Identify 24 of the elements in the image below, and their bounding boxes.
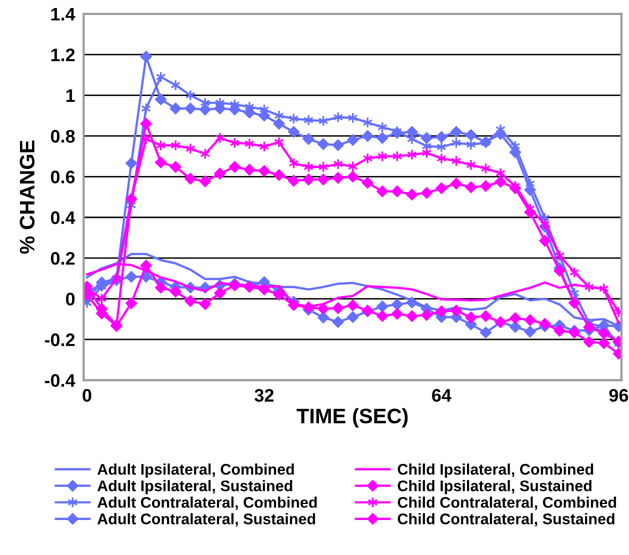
y-tick-label: 0.2 [50,252,75,265]
legend-label: Child Contralateral, Combined [398,496,616,510]
y-tick-label: 0.4 [50,211,76,224]
y-tick-label: 0.6 [50,170,75,184]
legend-label: Child Contralateral, Sustained [398,513,614,527]
x-tick-label: 64 [432,388,452,402]
legend-label: Child Ipsilateral, Combined [398,464,594,478]
x-tick-label: 0 [82,388,92,402]
y-tick-label: 1.4 [51,8,76,20]
y-tick-label: 1.2 [51,48,75,62]
y-axis-title: % CHANGE [20,140,35,254]
x-tick-label: 96 [609,388,628,402]
y-tick-label: 1 [66,89,75,102]
x-tick-label: 32 [254,388,274,402]
y-tick-label: 0 [66,292,75,306]
legend-label: Adult Ipsilateral, Combined [97,464,294,478]
x-axis-title: TIME (SEC) [296,408,408,428]
legend-label: Adult Contralateral, Combined [97,496,317,510]
legend-label: Adult Contralateral, Sustained [97,513,316,527]
y-tick-label: 0.8 [50,130,75,143]
y-tick-label: -0.4 [44,374,76,387]
y-tick-label: -0.2 [44,333,75,346]
legend-label: Adult Ipsilateral, Sustained [97,480,292,494]
legend-label: Child Ipsilateral, Sustained [398,480,592,494]
